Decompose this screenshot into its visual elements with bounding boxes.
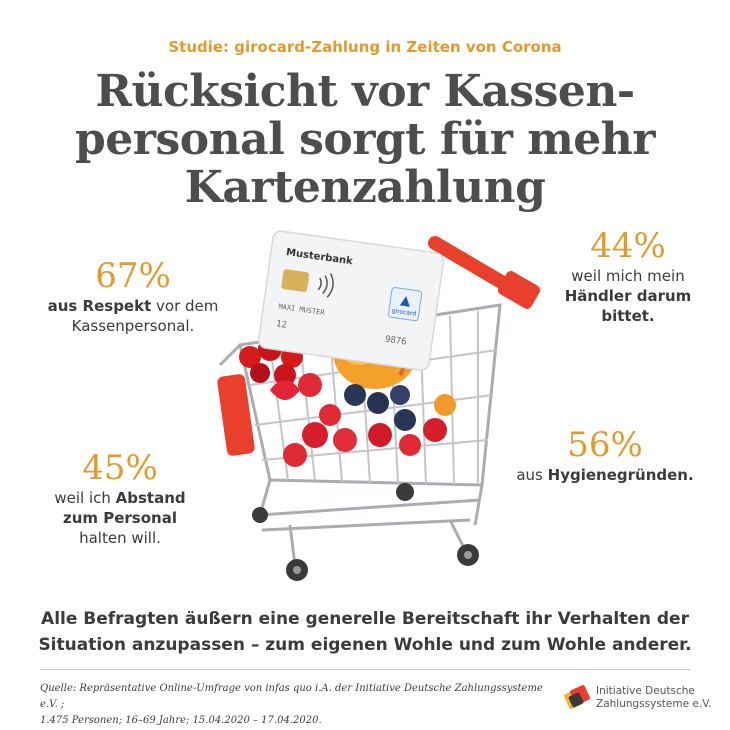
stat-respect-text: vor dem <box>151 297 219 315</box>
stat-merchant-bold1: Händler darum <box>564 287 692 305</box>
headline-line-2: personal sorgt für mehr <box>75 114 655 165</box>
stat-distance: 45% weil ich Abstand zum Personal halten… <box>30 448 210 548</box>
stat-distance-line3: halten will. <box>79 529 161 547</box>
card-number-end: 9876 <box>384 335 407 348</box>
cart-bumper <box>217 374 255 456</box>
stat-merchant-bold2: bittet. <box>601 307 655 325</box>
stat-hygiene-pre: aus <box>516 466 548 484</box>
initiative-logo-icon <box>564 685 590 709</box>
summary-note-line-1: Alle Befragten äußern eine generelle Ber… <box>41 609 689 629</box>
stat-respect: 67% aus Respekt vor dem Kassenpersonal. <box>38 256 228 336</box>
stat-respect-percent: 67% <box>95 256 171 296</box>
stat-distance-pre: weil ich <box>54 489 116 507</box>
source-line-1: Quelle: Repräsentative Online-Umfrage vo… <box>40 683 543 710</box>
stat-merchant-percent: 44% <box>590 226 666 266</box>
card-brand: girocard <box>391 307 417 317</box>
card-chip <box>281 269 310 292</box>
source-line-2: 1.475 Personen; 16–69 Jahre; 15.04.2020 … <box>40 715 322 726</box>
headline-line-1: Rücksicht vor Kassen- <box>95 66 635 117</box>
stat-merchant: 44% weil mich mein Händler darum bittet. <box>548 226 708 326</box>
contactless-icon <box>317 273 334 298</box>
summary-note: Alle Befragten äußern eine generelle Ber… <box>30 606 700 658</box>
stat-distance-bold2: zum Personal <box>62 509 177 527</box>
shopping-cart-illustration: Musterbank girocard MAXI MUSTER 12 9876 <box>217 230 541 581</box>
stat-distance-percent: 45% <box>82 448 158 488</box>
summary-note-line-2: Situation anzupassen – zum eigenen Wohle… <box>38 635 692 655</box>
stat-hygiene: 56% aus Hygienegründen. <box>500 425 710 485</box>
footer-divider <box>40 669 690 670</box>
organization-line-1: Initiative Deutsche <box>596 685 695 697</box>
stat-merchant-line1: weil mich mein <box>571 267 685 285</box>
stat-respect-line2: Kassenpersonal. <box>71 317 195 335</box>
study-subtitle: Studie: girocard-Zahlung in Zeiten von C… <box>168 38 562 56</box>
cart-wheels <box>252 483 479 581</box>
cart-handle <box>428 236 541 309</box>
stat-hygiene-bold: Hygienegründen. <box>547 466 694 484</box>
girocard: Musterbank girocard MAXI MUSTER 12 9876 <box>257 230 445 371</box>
stat-distance-bold1: Abstand <box>115 489 186 507</box>
card-number-start: 12 <box>275 319 287 330</box>
source-citation: Quelle: Repräsentative Online-Umfrage vo… <box>40 681 560 729</box>
organization-line-2: Zahlungssysteme e.V. <box>596 698 712 710</box>
stat-respect-bold: aus Respekt <box>47 297 152 315</box>
stat-hygiene-percent: 56% <box>567 425 643 465</box>
headline-line-3: Kartenzahlung <box>184 162 546 213</box>
cart-chassis <box>258 479 484 566</box>
organization-name: Initiative Deutsche Zahlungssysteme e.V. <box>596 685 711 711</box>
